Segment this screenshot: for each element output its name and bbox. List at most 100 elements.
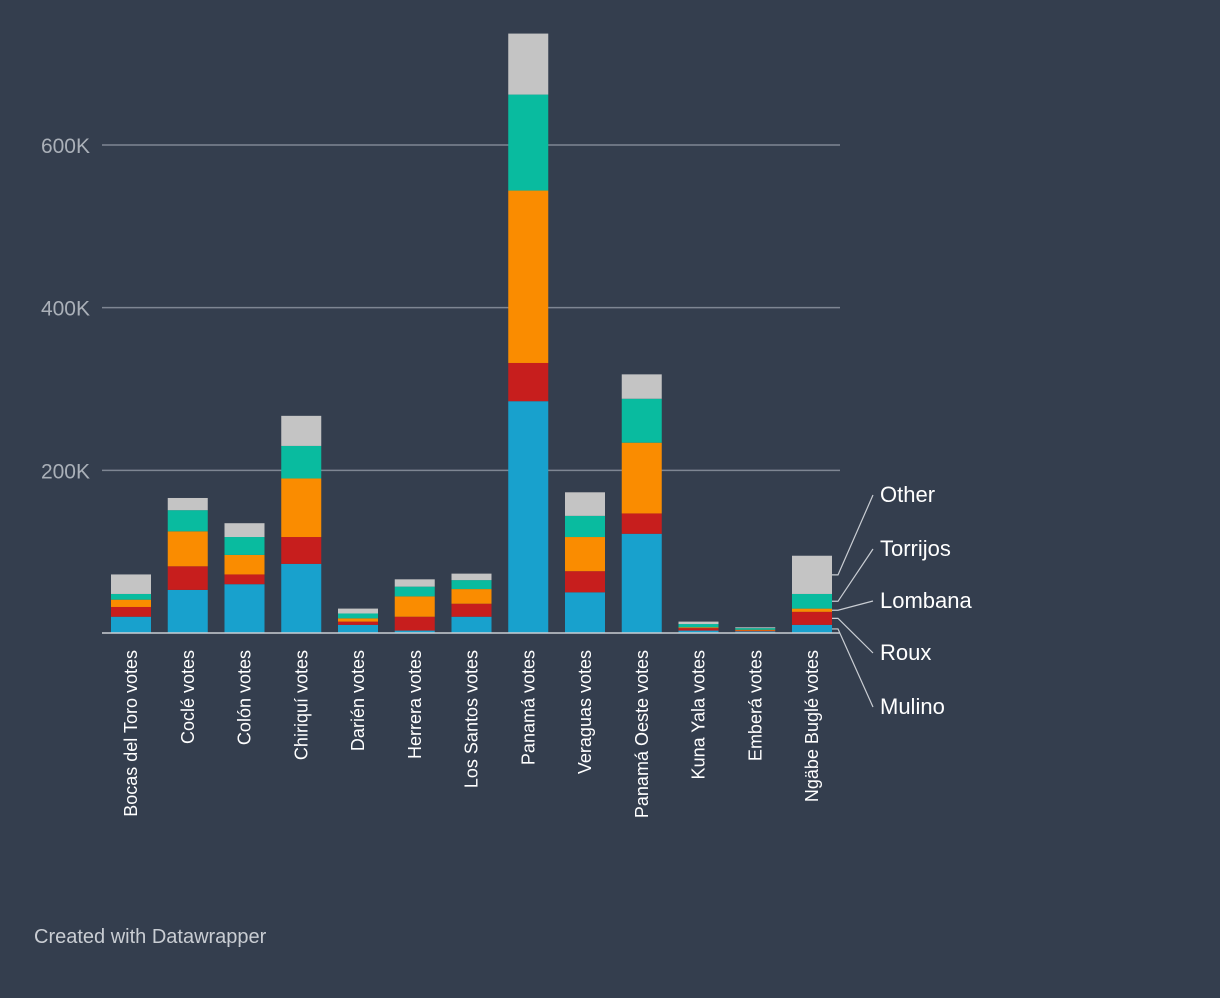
bar-segment-roux [338,621,378,625]
bar-stack [451,573,492,633]
x-axis-label: Ngäbe Buglé votes [802,650,822,802]
x-axis-label: Veraguas votes [575,650,595,774]
bar-segment-roux [394,616,435,631]
bar-segment-lombana [621,442,662,514]
bar-segment-mulino [111,616,151,633]
bar-segment-torrijos [621,398,662,443]
bar-segment-roux [281,537,322,564]
bar-segment-lombana [111,599,151,607]
bar-segment-lombana [735,629,776,631]
bar-segment-other [508,33,549,95]
legend-label-torrijos: Torrijos [880,536,951,561]
legend-leader-line [832,628,874,708]
bar-segment-mulino [167,589,208,633]
legend-label-other: Other [880,482,935,507]
x-axis-label: Darién votes [348,650,368,751]
bar-stacks [102,33,840,634]
bar-segment-torrijos [281,445,322,479]
bar-segment-torrijos [678,624,719,628]
x-axis-label: Los Santos votes [462,650,482,788]
x-axis-label: Panamá Oeste votes [632,650,652,818]
bar-segment-roux [792,611,832,625]
bar-segment-other [167,497,208,511]
bar-segment-roux [678,628,719,631]
bar-segment-roux [451,603,492,617]
bar-stack [565,492,605,633]
bar-segment-roux [111,606,151,617]
bar-stack [678,621,719,633]
bar-segment-roux [224,574,265,585]
bar-segment-mulino [394,630,435,633]
bar-segment-other [224,523,265,538]
x-axis-label: Colón votes [235,650,255,745]
bar-segment-mulino [735,631,776,633]
bar-segment-mulino [565,592,605,633]
bar-segment-other [111,574,151,594]
legend-leader-line [832,600,874,611]
bar-stack [735,627,776,633]
legend-leader-line [832,548,874,602]
x-axis-labels: Bocas del Toro votes Coclé votes Colón vot… [121,650,822,818]
bar-stack [224,523,265,633]
x-axis-label: Emberá votes [745,650,765,761]
y-tick-label: 600K [41,135,90,158]
bar-stack [394,579,435,633]
x-axis-label: Kuna Yala votes [689,650,709,779]
x-axis-label: Coclé votes [178,650,198,744]
bar-segment-torrijos [565,515,605,538]
bar-segment-other [281,415,322,446]
bar-segment-lombana [394,596,435,617]
legend-leader-line [832,494,874,576]
bar-segment-torrijos [394,586,435,597]
x-axis-label: Bocas del Toro votes [121,650,141,817]
x-axis-label: Herrera votes [405,650,425,759]
bar-segment-torrijos [735,628,776,630]
bar-segment-lombana [508,190,549,363]
bar-segment-other [451,573,492,581]
bar-segment-lombana [451,589,492,604]
bar-segment-lombana [338,618,378,622]
bar-segment-torrijos [792,593,832,609]
credit-text: Created with Datawrapper [34,926,267,948]
bar-segment-mulino [451,616,492,633]
bar-segment-lombana [565,537,605,572]
bar-stack [281,415,322,633]
bar-segment-mulino [621,533,662,633]
bar-segment-lombana [224,554,265,575]
bar-segment-torrijos [224,537,265,555]
bar-stack [338,608,378,633]
bar-segment-torrijos [111,593,151,600]
bar-segment-mulino [338,624,378,633]
bar-segment-mulino [792,624,832,633]
bar-segment-other [621,374,662,399]
legend-label-lombana: Lombana [880,588,973,613]
bar-segment-torrijos [451,580,492,590]
x-axis-label: Panamá votes [518,650,538,765]
bar-stack [621,374,662,633]
bar-segment-other [678,621,719,625]
bar-stack [508,33,549,633]
bar-segment-lombana [167,531,208,567]
bar-segment-other [735,627,776,629]
bar-segment-lombana [678,627,719,629]
legend-label-roux: Roux [880,640,931,665]
bar-segment-other [792,555,832,594]
bar-segment-roux [508,362,549,402]
x-axis-label: Chiriquí votes [291,650,311,760]
bar-segment-roux [735,630,776,632]
bar-segment-torrijos [167,510,208,532]
bar-stack [167,497,208,633]
bar-segment-roux [167,566,208,590]
bar-segment-other [394,579,435,587]
gridlines: 200K 400K 600K [41,135,840,483]
bar-segment-mulino [224,584,265,633]
bar-segment-mulino [508,401,549,633]
bar-segment-torrijos [338,613,378,619]
legend-leader-line [832,617,874,654]
bar-segment-roux [621,513,662,534]
y-tick-label: 200K [41,460,90,483]
bar-segment-lombana [792,608,832,612]
bar-stack [111,574,151,633]
legend-label-mulino: Mulino [880,694,945,719]
